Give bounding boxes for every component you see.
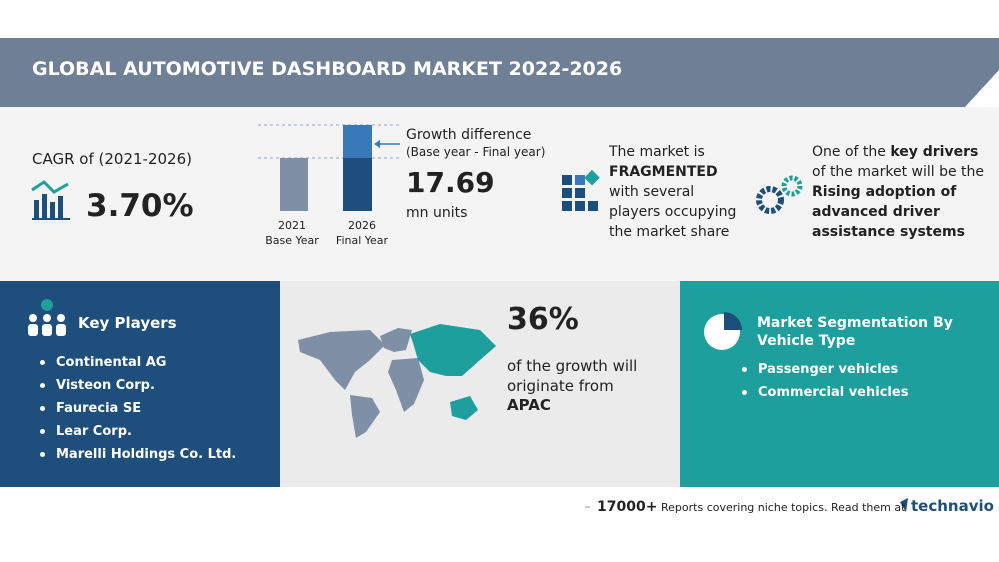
growth-subtitle: (Base year - Final year) [406,145,546,159]
apac-region: APAC [507,396,551,414]
player: Visteon Corp. [38,377,236,394]
bar-label: Final Year [335,234,389,247]
cagr-value: 3.70% [86,188,194,224]
text: FRAGMENTED [609,164,718,180]
growth-value: 17.69 [406,166,495,199]
footer-count: 17000+ [597,499,658,515]
market-text: The market is FRAGMENTED with several pl… [609,142,736,242]
text: players occupying [609,204,737,220]
player: Lear Corp. [38,423,236,440]
text: key drivers [890,144,979,160]
player: Faurecia SE [38,400,236,417]
bar-label: Base Year [265,234,319,247]
apac-text: of the growth will originate from [507,357,638,395]
segment: Commercial vehicles [740,384,908,401]
players-title: Key Players [78,314,177,332]
cagr-label: CAGR of (2021-2026) [32,150,192,168]
text: The market is [609,144,705,160]
player: Marelli Holdings Co. Ltd. [38,446,236,463]
player: Continental AG [38,354,236,371]
text: with several [609,184,695,200]
apac-share: 36% [507,302,579,337]
title: GLOBAL AUTOMOTIVE DASHBOARD MARKET 2022-… [32,58,623,80]
bar-year: 2021 [278,219,306,232]
footer-text: Reports covering niche topics. Read them… [661,501,906,514]
segmentation-title: Market Segmentation By Vehicle Type [757,315,953,349]
text: of the market will be the [812,164,984,180]
text: Rising adoption of advanced driver assis… [812,184,965,240]
drivers-text: One of the key drivers of the market wil… [812,142,990,242]
players-list: Continental AG Visteon Corp. Faurecia SE Le… [38,354,236,469]
segmentation-list: Passenger vehicles Commercial vehicles [740,361,908,407]
segment: Passenger vehicles [740,361,908,378]
brand: technavio [911,497,994,515]
bar-year: 2026 [348,219,376,232]
text: One of the [812,144,891,160]
text: the market share [609,224,730,240]
growth-unit: mn units [406,205,468,221]
growth-title: Growth difference [406,127,532,143]
